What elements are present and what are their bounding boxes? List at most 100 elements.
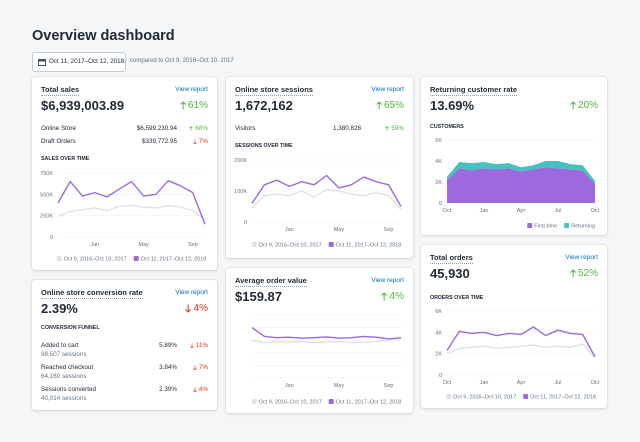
view-report-link[interactable]: View report (565, 254, 598, 261)
funnel-rate: 2.39% (159, 386, 177, 393)
change: 20% (569, 100, 598, 111)
legend: Oct 9, 2016–Oct 10, 2017 Oct 11, 2017–Oct… (446, 394, 596, 401)
arrow (179, 101, 186, 110)
view-report-link[interactable]: View report (371, 277, 404, 284)
x-tick-label: Oct (443, 380, 452, 386)
legend-label: Returning (571, 224, 595, 230)
card-title: Online store conversion rate (41, 288, 143, 299)
metric-value: 45,930 (430, 266, 470, 281)
funnel-label: Reached checkout (41, 364, 94, 371)
arrow-icon (381, 292, 388, 301)
x-tick-label: Apr (517, 380, 526, 386)
x-tick-label: Jan (480, 208, 489, 214)
metric-value: $6,939,003.89 (41, 98, 125, 113)
legend-swatch (251, 399, 257, 404)
legend-label: Oct 9, 2016–Oct 10, 2017 (259, 243, 322, 249)
change: 59% (385, 125, 404, 132)
funnel-sessions: 64,160 sessions (41, 373, 87, 380)
view-report-link[interactable]: View report (371, 86, 404, 93)
card: Online store conversion rate View report 2… (32, 280, 217, 410)
arrow (381, 292, 388, 301)
view-report-link[interactable]: View report (175, 289, 208, 296)
funnel-sessions: 98,507 sessions (41, 351, 87, 358)
x-tick-label: Apr (517, 208, 526, 214)
area (447, 167, 595, 203)
legend-label: Oct 11, 2017–Oct 12, 2018 (141, 257, 207, 263)
x-tick-label: Sep (384, 383, 394, 389)
arrow (569, 269, 576, 278)
arrow (385, 125, 390, 132)
area (447, 161, 595, 185)
card: 0 2K 4K 6K Oct Jan Apr Jul Oct Oct 9, 2016–Oct 10… (421, 245, 607, 408)
line (251, 338, 402, 344)
y-tick-label: 2K (435, 352, 442, 358)
row-label: Visitors (235, 125, 256, 132)
arrow (193, 138, 197, 145)
funnel-sessions: 40,014 sessions (41, 395, 87, 402)
chart: 0 2K 4K 6K Oct Jan Apr Jul Oct First-time Returnin… (435, 138, 599, 230)
line (251, 327, 402, 340)
funnel-label: Added to cart (41, 342, 79, 349)
x-tick-label: Jul (554, 380, 561, 386)
arrow (193, 386, 197, 393)
change: 4% (381, 291, 404, 302)
y-tick-label: 250K (40, 214, 53, 220)
y-tick-label: 750K (40, 171, 53, 177)
legend: Oct 9, 2016–Oct 10, 2017 Oct 11, 2017–Oct… (251, 399, 401, 406)
x-tick-label: Jan (285, 227, 294, 233)
card: 0 100K 200K Jan May Sep Oct 9, 2016–Oct 10, 20… (226, 77, 413, 258)
funnel-rate: 5.89% (159, 342, 177, 349)
arrow-icon (179, 101, 186, 110)
arrow-icon (185, 304, 192, 313)
y-tick-label: 0 (244, 220, 247, 226)
page-title: Overview dashboard (32, 28, 175, 44)
x-tick-label: Oct (591, 380, 600, 386)
line (251, 188, 402, 211)
arrow-icon (193, 138, 197, 145)
change: 68% (189, 125, 208, 132)
y-tick-label: 500K (40, 192, 53, 198)
funnel-rate: 3.84% (159, 364, 177, 371)
x-tick-label: May (334, 383, 345, 389)
change-text: 7% (198, 364, 208, 371)
change-text: 4% (389, 291, 404, 302)
y-tick-label: 100K (234, 189, 247, 195)
view-report-link[interactable]: View report (175, 86, 208, 93)
y-tick-label: 200K (234, 158, 247, 164)
chart: 0 100K 200K Jan May Sep Oct 9, 2016–Oct 10, 20… (234, 158, 402, 249)
arrow-icon (193, 364, 197, 371)
legend-label: Oct 9, 2016–Oct 10, 2017 (259, 400, 322, 406)
arrow (189, 125, 194, 132)
arrow-icon (569, 269, 576, 278)
line (446, 343, 596, 359)
row-value: $6,599,230.94 (136, 125, 177, 132)
change-text: 52% (577, 268, 598, 279)
legend-swatch (527, 223, 533, 228)
legend-swatch (251, 242, 257, 247)
legend: Oct 9, 2016–Oct 10, 2017 Oct 11, 2017–Oct… (56, 256, 207, 263)
card: 0 250K 500K 750K Jan May Sep Oct 9, 2016–Oct 10… (32, 77, 217, 270)
chart: 0 2K 4K 6K Oct Jan Apr Jul Oct Oct 9, 2016–Oct 10… (435, 309, 600, 401)
change-text: 59% (391, 125, 404, 132)
legend-swatch (446, 394, 452, 399)
arrow (193, 364, 197, 371)
y-tick-label: 0 (439, 201, 442, 207)
metric-value: 13.69% (430, 98, 475, 113)
section-title: SALES OVER TIME (41, 156, 90, 162)
card-title: Online store sessions (235, 85, 313, 96)
change: 52% (569, 268, 598, 279)
change-text: 4% (193, 303, 208, 314)
line (446, 326, 596, 358)
date-range-button[interactable]: Oct 11, 2017–Oct 12, 2018 (32, 52, 126, 72)
chart: Jan May Sep Oct 9, 2016–Oct 10, 2017 Oct 11,… (251, 314, 402, 406)
line (57, 204, 206, 221)
change: 7% (193, 138, 208, 145)
card-title: Average order value (235, 276, 307, 287)
x-tick-label: Jan (285, 383, 294, 389)
card-title: Total orders (430, 253, 473, 264)
x-tick-label: May (139, 242, 150, 248)
row-label: Draft Orders (41, 138, 76, 145)
change-text: 65% (383, 100, 404, 111)
x-tick-label: Sep (188, 242, 198, 248)
